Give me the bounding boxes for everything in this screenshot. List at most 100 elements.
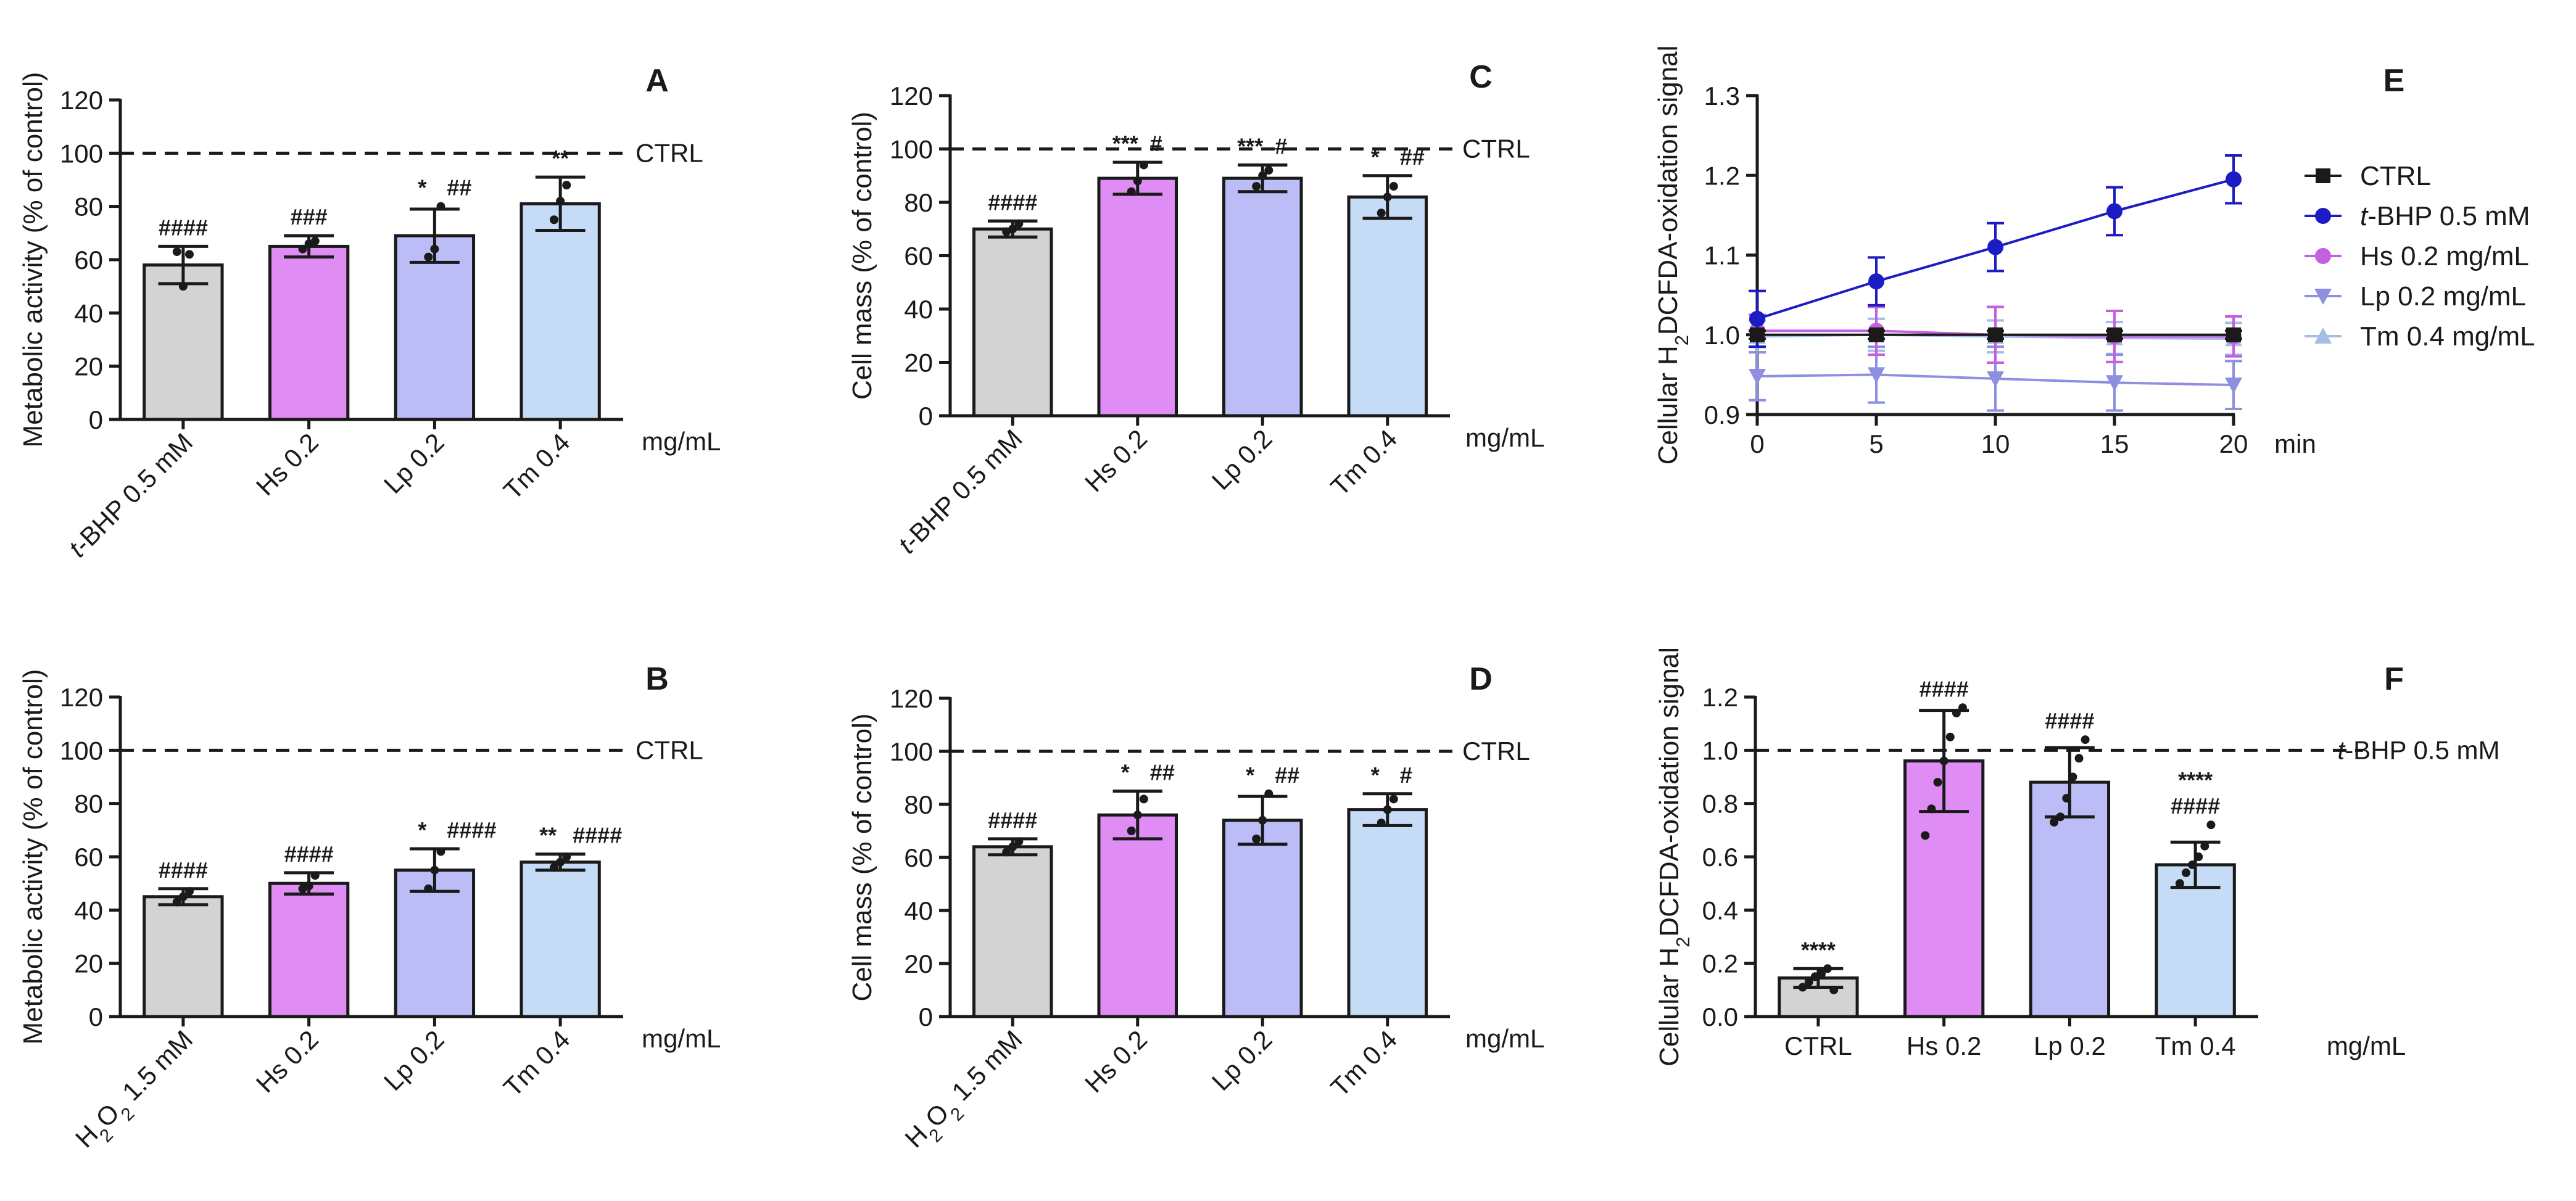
data-point [2062,794,2071,803]
x-unit-label: mg/mL [1465,1024,1544,1053]
data-point [178,892,188,901]
y-tick-label: 120 [60,683,103,712]
data-point [184,887,194,896]
series-4 [1749,345,2242,412]
bar-2 [268,244,350,421]
bar-4 [2155,863,2236,1018]
data-point [2050,817,2059,827]
data-point [1258,815,1267,825]
y-tick-label: 80 [74,790,103,819]
data-point [298,244,307,254]
y-tick-label: 40 [74,299,103,328]
y-axis-title: Metabolic activity (% of control) [18,669,48,1045]
series-point [1750,327,1765,342]
series-point [2225,378,2242,394]
legend-marker [2315,208,2331,224]
bar-1 [972,227,1053,418]
y-tick-label: 0.9 [1704,400,1740,429]
data-point [310,236,320,246]
significance-label: #### [447,817,496,843]
x-category-label: Tm 0.4 [1325,1025,1402,1102]
significance-label: #### [159,215,208,240]
y-tick-label: 60 [74,843,103,872]
data-point [1264,166,1274,175]
y-tick-label: 1.2 [1702,683,1738,712]
data-point [2056,812,2065,822]
data-point [172,247,181,257]
data-point [436,847,445,856]
significance-label: ## [447,175,471,200]
bar-3 [1222,176,1303,418]
series-point [1868,367,1885,384]
x-tick-label: 15 [2100,429,2129,458]
data-point [1139,794,1148,804]
bar-3 [2029,780,2111,1018]
y-tick-label: 100 [890,737,933,766]
significance-label: **** [2178,767,2213,793]
significance-label: * [1121,760,1130,785]
data-point [1389,794,1398,804]
data-point [1927,804,1936,814]
y-axis-title: Cell mass (% of control) [847,112,877,400]
reference-label: CTRL [1462,134,1530,163]
y-axis-title: Cellular H2DCFDA-oxidation signal [1653,46,1692,465]
series-point [1868,273,1884,290]
data-point [1258,171,1267,180]
legend-label: Hs 0.2 mg/mL [2360,241,2529,271]
data-point [1014,837,1024,846]
significance-label: #### [1920,676,1969,701]
data-point [178,282,188,291]
x-category-label: Lp 0.2 [1206,424,1278,495]
data-point [1816,969,1826,978]
data-point [310,871,320,880]
series-point [2107,327,2122,342]
significance-label: * [1246,762,1254,788]
bar-3 [394,869,476,1018]
significance-label: # [1150,131,1162,156]
y-tick-label: 60 [74,246,103,274]
bar-3 [1222,819,1303,1018]
data-point [2194,852,2203,861]
data-point [1933,778,1942,787]
panel-letter: B [645,661,669,697]
x-axis-title: min [2274,429,2316,458]
significance-label: **** [1801,937,1836,962]
y-tick-label: 40 [904,295,933,324]
y-tick-label: 0 [89,405,103,434]
x-category-label: Hs 0.2 [1907,1031,1981,1060]
significance-label: *** [1237,133,1263,159]
series-point [1988,327,2003,342]
x-category-label: t-BHP 0.5 mM [63,427,198,563]
y-axis-title: Metabolic activity (% of control) [18,72,48,448]
y-tick-label: 1.0 [1702,736,1738,765]
x-category-label: Hs 0.2 [1079,1025,1153,1098]
data-point [562,181,571,190]
panel-F: t-BHP 0.5 mM****########****####0.00.20.… [1654,647,2499,1067]
significance-label: ** [539,823,557,848]
series-point [1749,310,1765,327]
data-point [1252,834,1261,843]
y-tick-label: 0.0 [1702,1002,1738,1031]
data-point [436,202,445,211]
y-tick-label: 20 [904,349,933,378]
data-point [1377,819,1386,828]
legend-label: Tm 0.4 mg/mL [2360,321,2535,352]
data-point [556,197,565,206]
y-tick-label: 60 [904,843,933,872]
data-point [556,857,565,867]
data-point [1939,756,1949,766]
x-tick-label: 10 [1981,429,2010,458]
y-tick-label: 20 [74,949,103,978]
data-point [1958,703,1967,712]
x-unit-label: mg/mL [642,1024,721,1053]
bar-1 [972,845,1053,1018]
series-point [1749,368,1766,385]
significance-label: * [418,817,426,843]
data-point [424,884,433,893]
significance-label: * [1371,144,1380,170]
panel-D: CTRL #### * ## * ## * #0 20 40 60 80 100 120 H2O2 1.5 … [847,661,1544,1153]
data-point [550,863,559,872]
y-tick-label: 120 [60,86,103,115]
significance-label: ## [1150,760,1175,785]
